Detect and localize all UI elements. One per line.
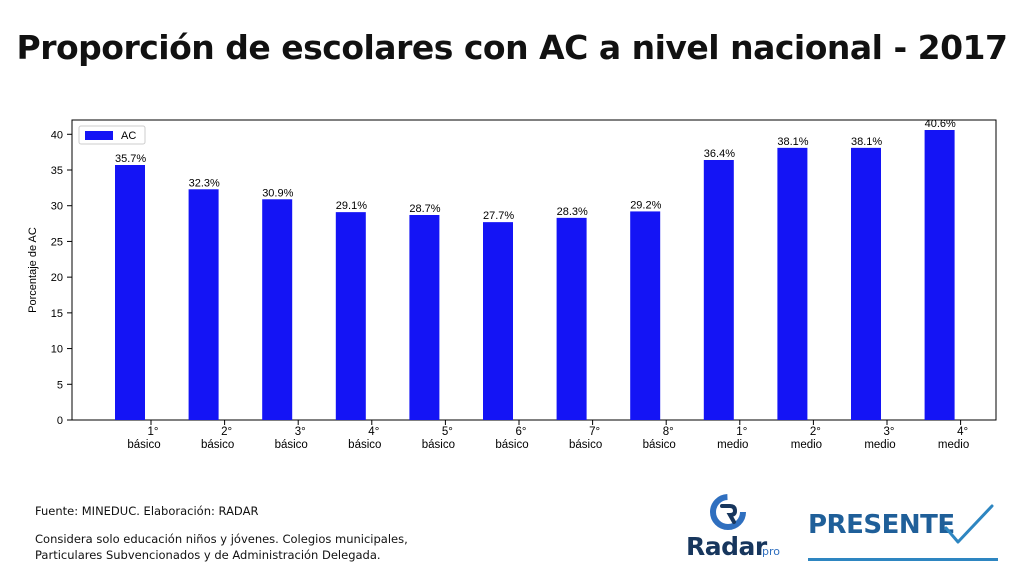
x-tick-label-level: medio	[864, 439, 895, 451]
note-line-1: Considera solo educación niños y jóvenes…	[35, 532, 408, 546]
x-tick-label-level: medio	[717, 439, 748, 451]
radar-mark-icon	[710, 494, 746, 530]
x-tick-label-level: básico	[495, 439, 528, 451]
presente-wordmark: PRESENTE	[808, 510, 955, 540]
bar	[777, 147, 808, 420]
y-tick-label: 30	[51, 201, 63, 213]
radar-pro-text: pro	[762, 545, 780, 558]
bar-value-label: 38.1%	[777, 136, 808, 148]
x-tick-label-grade: 3°	[884, 426, 895, 438]
x-tick-label-level: básico	[569, 439, 602, 451]
bar-value-label: 28.3%	[557, 206, 588, 218]
source-note: Fuente: MINEDUC. Elaboración: RADAR	[35, 504, 259, 518]
bar	[924, 130, 955, 420]
x-tick-label-grade: 8°	[663, 426, 674, 438]
x-tick-label-grade: 1°	[736, 426, 747, 438]
radar-logo: Radar pro	[686, 492, 796, 562]
y-tick-label: 15	[51, 308, 63, 320]
y-axis: 0 5 10 15 20 25 30 35 40	[51, 129, 72, 427]
x-tick-label-grade: 4°	[957, 426, 968, 438]
x-tick-label-level: medio	[791, 439, 822, 451]
x-tick-label-grade: 5°	[442, 426, 453, 438]
note-line-2: Particulares Subvencionados y de Adminis…	[35, 548, 381, 562]
x-tick-label-grade: 2°	[810, 426, 821, 438]
x-tick-label-level: medio	[938, 439, 969, 451]
bar-value-label: 36.4%	[704, 148, 735, 160]
bar-value-label: 30.9%	[262, 187, 293, 199]
bar	[262, 199, 293, 420]
bar-chart: 0 5 10 15 20 25 30 35 40 35.7% 32.3% 30.9% 29.1% 28.…	[27, 118, 997, 451]
slide-title: Proporción de escolares con AC a nivel n…	[16, 28, 1008, 67]
x-tick-label-level: básico	[348, 439, 381, 451]
bar-value-label: 40.6%	[925, 118, 956, 130]
x-tick-label-level: básico	[422, 439, 455, 451]
y-tick-label: 10	[51, 344, 63, 356]
y-tick-label: 0	[57, 415, 63, 427]
bars: 35.7% 32.3% 30.9% 29.1% 28.7% 27.7% 28.3% 29.2%…	[115, 118, 956, 420]
bar	[115, 165, 145, 420]
x-tick-label-level: básico	[127, 439, 160, 451]
bar	[188, 189, 219, 420]
bar-value-label: 29.1%	[336, 200, 367, 212]
checkmark-icon	[944, 504, 994, 544]
presente-logo: PRESENTE	[808, 502, 998, 561]
y-tick-label: 35	[51, 165, 63, 177]
bar	[703, 160, 734, 420]
x-tick-label-grade: 7°	[589, 426, 600, 438]
bar	[409, 215, 440, 420]
y-tick-label: 20	[51, 272, 63, 284]
legend-swatch	[85, 131, 113, 140]
x-tick-label-grade: 2°	[221, 426, 232, 438]
bar-value-label: 32.3%	[189, 177, 220, 189]
bar-value-label: 38.1%	[851, 136, 882, 148]
bar	[851, 147, 881, 420]
bar-value-label: 27.7%	[483, 210, 514, 222]
bar	[556, 217, 587, 420]
x-tick-label-grade: 4°	[368, 426, 379, 438]
x-tick-label-grade: 6°	[516, 426, 527, 438]
x-tick-label-grade: 3°	[295, 426, 306, 438]
x-tick-label-level: básico	[643, 439, 676, 451]
x-tick-label-level: básico	[275, 439, 308, 451]
bar-value-label: 28.7%	[409, 203, 440, 215]
y-tick-label: 40	[51, 129, 63, 141]
radar-wordmark: Radar	[686, 532, 767, 561]
bar-value-label: 35.7%	[115, 153, 146, 165]
plot-area-frame	[71, 119, 997, 421]
x-tick-label-level: básico	[201, 439, 234, 451]
bar-value-label: 29.2%	[630, 199, 661, 211]
x-axis: 1°básico2°básico3°básico4°básico5°básico…	[127, 420, 969, 451]
y-tick-label: 5	[57, 379, 63, 391]
x-tick-label-grade: 1°	[148, 426, 159, 438]
bar	[335, 212, 366, 420]
bar	[483, 222, 513, 420]
legend: AC	[78, 125, 146, 145]
legend-label: AC	[121, 130, 136, 142]
bar	[630, 211, 661, 420]
y-tick-label: 25	[51, 236, 63, 248]
y-axis-label: Porcentaje de AC	[27, 227, 39, 313]
